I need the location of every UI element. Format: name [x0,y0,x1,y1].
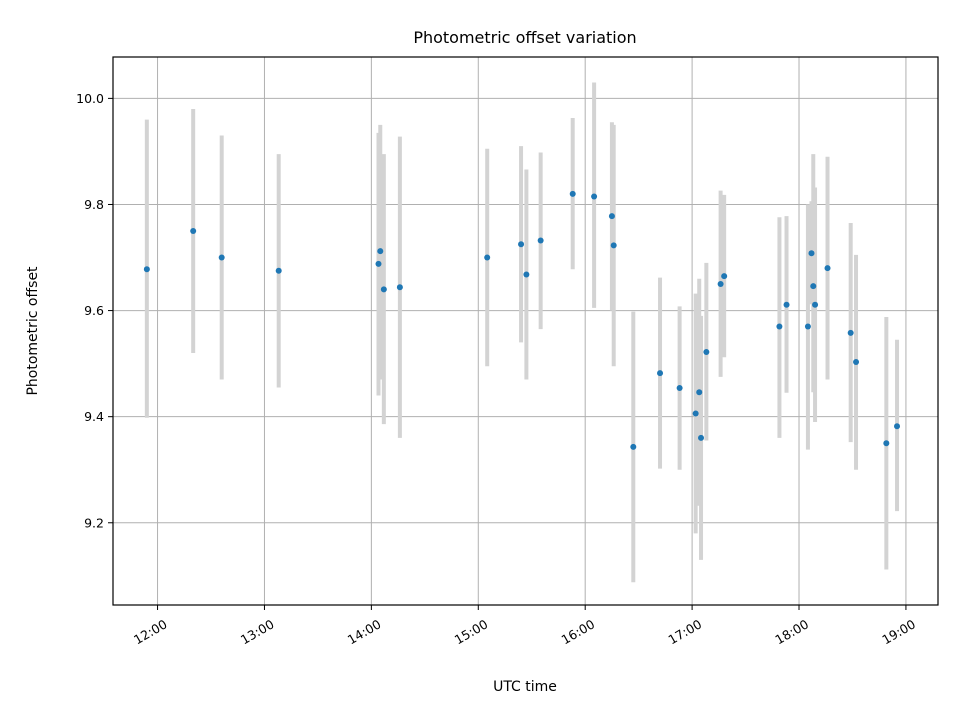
data-points [143,190,901,450]
y-tick-label: 9.6 [84,303,104,318]
data-point [824,265,831,272]
data-point [380,286,387,293]
data-point [847,329,854,336]
data-point [812,301,819,308]
data-point [696,389,703,396]
data-point [591,193,598,200]
data-point [810,283,817,290]
data-point [375,260,382,267]
data-point [698,434,705,441]
data-point [569,190,576,197]
data-point [894,423,901,430]
data-point [692,410,699,417]
data-point [676,385,683,392]
data-point [537,237,544,244]
data-point [608,213,615,220]
data-point [377,248,384,255]
data-point [190,228,197,235]
y-tick-label: 9.4 [84,409,104,424]
y-axis-label: Photometric offset [25,266,41,396]
data-point [143,266,150,273]
data-point [657,370,664,377]
data-point [396,284,403,291]
chart-title: Photometric offset variation [413,28,636,47]
data-point [630,443,637,450]
y-tick-label: 10.0 [76,91,104,106]
x-axis-label: UTC time [493,679,557,695]
data-point [523,271,530,278]
data-point [853,359,860,366]
y-tick-label: 9.8 [84,197,104,212]
data-point [721,273,728,280]
y-tick-label: 9.2 [84,515,104,530]
data-point [804,323,811,330]
y-axis: 9.2 9.4 9.6 9.8 10.0 [76,91,113,530]
plot-frame [112,56,939,606]
data-point [518,241,525,248]
data-point [783,301,790,308]
data-point [883,440,890,447]
data-point [776,323,783,330]
data-point [808,250,815,257]
data-point [610,242,617,249]
data-point [275,267,282,274]
data-point [717,281,724,288]
data-point [218,254,225,261]
data-point [703,348,710,355]
data-point [484,254,491,261]
